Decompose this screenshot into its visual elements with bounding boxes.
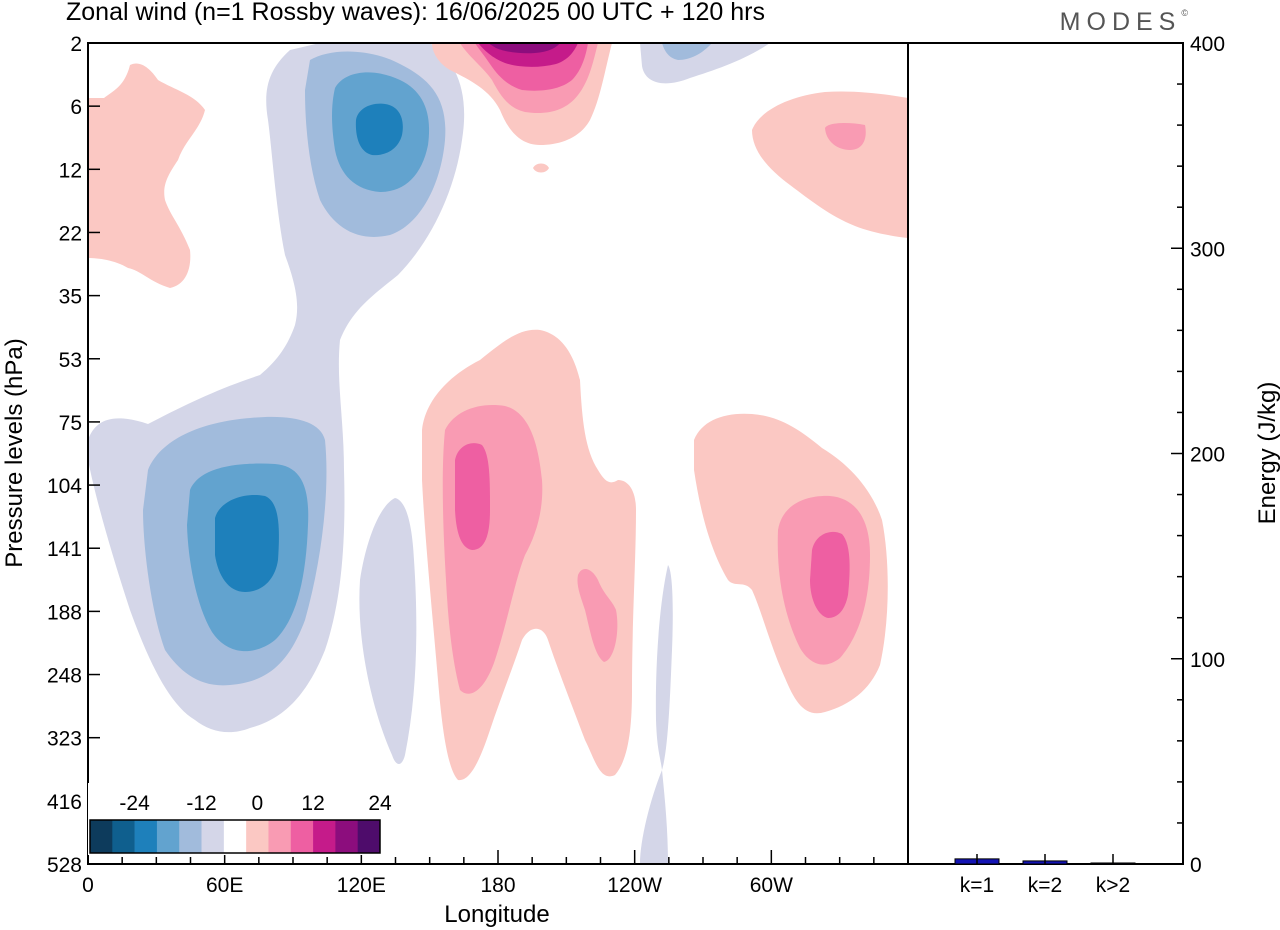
x-tick-label: 120E	[337, 874, 386, 897]
colorbar-swatch	[90, 820, 113, 853]
contour-pos-8-right	[825, 123, 866, 150]
colorbar-swatch	[179, 820, 202, 853]
y-tick-label: 141	[47, 538, 82, 561]
y-tick-label: 53	[59, 349, 82, 372]
y-tick-label: 323	[47, 728, 82, 751]
contour-neg-16-upper	[355, 103, 403, 156]
chart-title: Zonal wind (n=1 Rossby waves): 16/06/202…	[66, 0, 765, 26]
colorbar: -24 -12 0 12 24	[88, 783, 392, 855]
colorbar-swatch	[112, 820, 135, 853]
contour-pos-4-right	[752, 91, 908, 239]
contour-pos-20-top	[488, 43, 560, 54]
y-tick-label: 35	[59, 286, 82, 309]
energy-panel-frame	[907, 42, 1184, 865]
y-axis: 2 6 12 22 35 53 75 104 141 188 248 323 416 528	[47, 33, 100, 877]
colorbar-label: 12	[301, 792, 324, 815]
y-tick-label: 22	[59, 222, 82, 245]
brand-mark: ©	[1181, 8, 1188, 18]
colorbar-swatch	[313, 820, 336, 853]
energy-tick-label: 300	[1190, 238, 1225, 261]
y-tick-label: 528	[47, 854, 82, 877]
y-tick-label: 104	[47, 475, 82, 498]
contour-pos-8-center	[442, 405, 543, 694]
contour-neg-thin	[640, 565, 673, 864]
colorbar-swatch	[357, 820, 381, 853]
y-axis-title: Pressure levels (hPa)	[1, 338, 28, 567]
x-tick-label: 0	[82, 874, 94, 897]
contour-neg-lower	[359, 498, 417, 764]
energy-tick-label: 0	[1190, 854, 1202, 877]
energy-tick-label: 200	[1190, 444, 1225, 467]
energy-category-label: k=1	[960, 874, 994, 897]
contour-neg-16-lower	[215, 494, 279, 592]
energy-axis-title: Energy (J/kg)	[1254, 382, 1280, 525]
y-tick-label: 416	[47, 791, 82, 814]
energy-bars: k=1 k=2 k>2	[954, 854, 1136, 897]
colorbar-swatch	[156, 820, 180, 853]
x-axis: 0 60E 120E 180 120W 60W	[82, 850, 875, 897]
colorbar-swatch	[268, 820, 292, 853]
contour-field	[88, 43, 908, 864]
y-tick-label: 2	[70, 33, 82, 56]
energy-tick-label: 100	[1190, 649, 1225, 672]
x-tick-label: 120W	[607, 874, 662, 897]
colorbar-swatch	[201, 820, 225, 853]
colorbar-swatch	[246, 820, 269, 853]
energy-category-label: k=2	[1028, 874, 1062, 897]
contour-pos-12-far-right	[810, 531, 850, 618]
contour-pos-8-small	[577, 568, 618, 662]
colorbar-label: -12	[186, 792, 216, 815]
colorbar-label: 24	[368, 792, 392, 815]
brand-text: MODES	[1059, 8, 1182, 36]
colorbar-swatch	[290, 820, 314, 853]
colorbar-swatch	[134, 820, 158, 853]
contour-pos-4-left	[88, 63, 205, 288]
brand-logo: MODES©	[1060, 8, 1188, 37]
y-tick-label: 6	[70, 96, 82, 119]
colorbar-label: -24	[119, 792, 150, 815]
colorbar-swatch	[223, 820, 247, 853]
x-tick-label: 60W	[750, 874, 793, 897]
contour-pos-4-dot	[533, 163, 549, 173]
y-tick-label: 12	[59, 159, 82, 182]
colorbar-swatch	[335, 820, 358, 853]
x-axis-title: Longitude	[444, 901, 549, 928]
y-tick-label: 75	[59, 412, 82, 435]
energy-tick-label: 400	[1190, 33, 1225, 56]
x-tick-label: 180	[480, 874, 515, 897]
contour-pos-12-center	[455, 443, 490, 550]
energy-y-axis: 0 100 200 300 400	[1171, 33, 1225, 877]
x-tick-label: 60E	[206, 874, 243, 897]
colorbar-frame	[89, 819, 381, 854]
y-tick-label: 188	[47, 601, 82, 624]
energy-category-label: k>2	[1096, 874, 1130, 897]
y-tick-label: 248	[47, 665, 82, 688]
colorbar-label: 0	[251, 792, 263, 815]
contour-neg-8-top-right	[662, 43, 712, 60]
